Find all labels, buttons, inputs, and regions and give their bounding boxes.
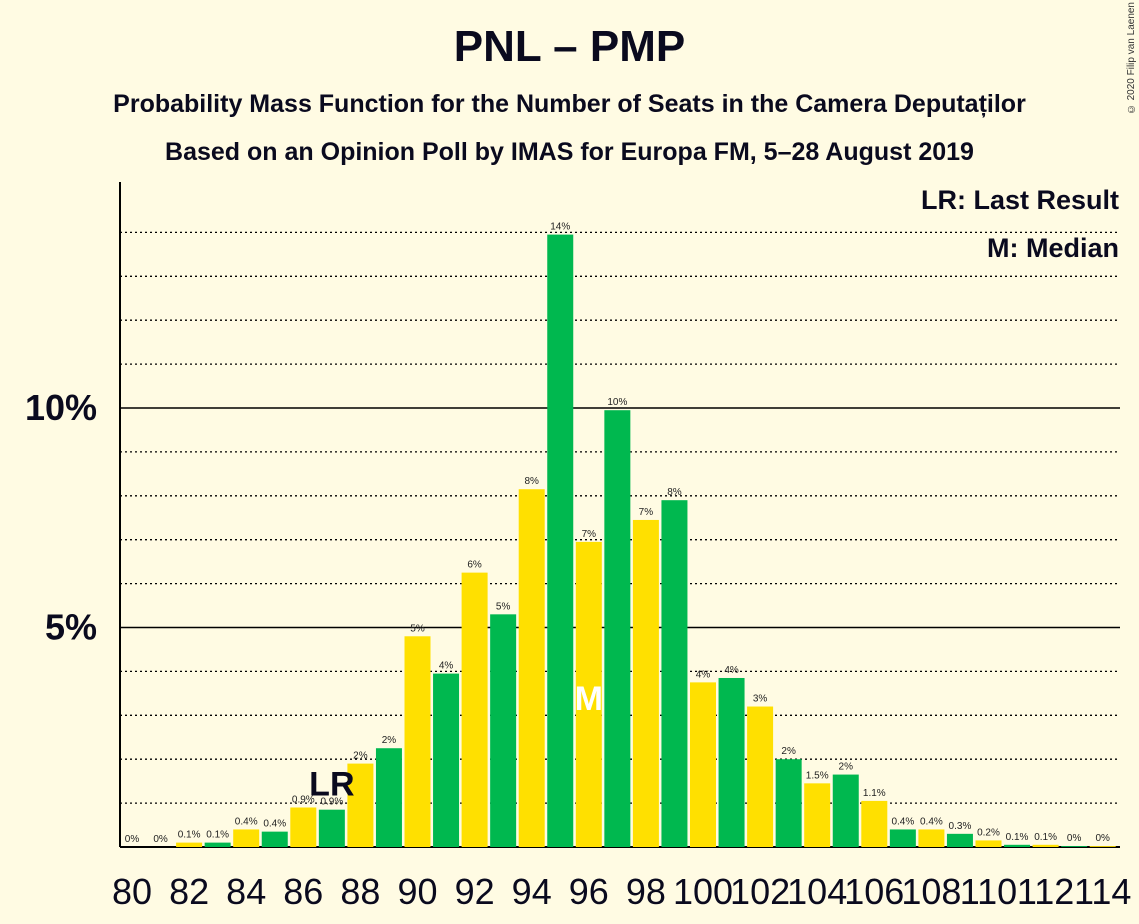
x-tick-label: 94 xyxy=(512,871,552,912)
data-label: 0.4% xyxy=(263,819,286,830)
bar-seat-96 xyxy=(575,541,602,847)
bar-seat-97 xyxy=(604,410,631,847)
data-label: 10% xyxy=(607,397,627,408)
x-tick-label: 108 xyxy=(901,871,961,912)
legend-last-result: LR: Last Result xyxy=(920,185,1119,215)
x-tick-label: 80 xyxy=(112,871,152,912)
data-label: 1.1% xyxy=(863,788,886,799)
x-tick-label: 84 xyxy=(226,871,266,912)
bar-seat-90 xyxy=(404,636,431,847)
bar-seat-88 xyxy=(347,763,374,847)
data-label: 5% xyxy=(496,601,511,612)
bar-seat-94 xyxy=(518,489,545,847)
bar-seat-109 xyxy=(946,833,973,847)
x-tick-label: 106 xyxy=(844,871,904,912)
bar-seat-105 xyxy=(832,774,859,847)
x-tick-label: 86 xyxy=(283,871,323,912)
x-tick-label: 98 xyxy=(626,871,666,912)
data-label: 5% xyxy=(410,623,425,634)
bar-seat-93 xyxy=(490,614,517,847)
data-label: 2% xyxy=(353,751,368,762)
x-tick-label: 110 xyxy=(960,871,1017,912)
data-label: 0.2% xyxy=(977,827,1000,838)
data-label: 14% xyxy=(550,222,570,233)
x-tick-label: 102 xyxy=(730,871,790,912)
bar-seat-89 xyxy=(375,748,402,847)
data-label: 0.4% xyxy=(235,816,258,827)
data-label: 0.3% xyxy=(949,821,972,832)
data-label: 7% xyxy=(639,507,654,518)
x-tick-label: 100 xyxy=(673,871,733,912)
data-label: 1.5% xyxy=(806,770,829,781)
legend-median: M: Median xyxy=(987,233,1119,263)
data-label: 4% xyxy=(439,661,454,672)
data-label: 8% xyxy=(667,487,682,498)
bar-seat-114 xyxy=(1089,846,1116,847)
median-marker: M xyxy=(575,680,603,718)
chart-title: PNL – PMP xyxy=(453,22,686,71)
bar-seat-84 xyxy=(233,829,260,847)
bar-seat-82 xyxy=(176,842,203,847)
data-label: 0% xyxy=(1067,833,1082,844)
x-tick-label: 96 xyxy=(569,871,609,912)
bar-seat-112 xyxy=(1032,844,1059,847)
data-label: 0.9% xyxy=(320,797,343,808)
bar-seat-101 xyxy=(718,677,745,847)
data-label: 2% xyxy=(839,762,854,773)
bar-seat-100 xyxy=(690,682,716,847)
data-label: 4% xyxy=(724,665,739,676)
data-label: 7% xyxy=(582,529,597,540)
bar-seat-85 xyxy=(261,831,288,847)
bar-seat-102 xyxy=(747,706,774,847)
data-label: 6% xyxy=(467,560,482,571)
bar-seat-95 xyxy=(547,234,574,848)
bar-seat-87 xyxy=(318,809,345,847)
x-tick-label: 82 xyxy=(169,871,209,912)
bar-seat-91 xyxy=(433,673,460,847)
data-label: 2% xyxy=(382,735,397,746)
bar-seat-86 xyxy=(290,807,317,847)
bar-seat-92 xyxy=(461,572,488,847)
chart-subtitle: Probability Mass Function for the Number… xyxy=(113,90,1026,118)
bar-seat-106 xyxy=(861,800,888,847)
data-label: 0% xyxy=(1095,833,1110,844)
data-label: 0.9% xyxy=(292,794,315,805)
data-label: 3% xyxy=(753,694,768,705)
bar-seat-104 xyxy=(804,783,831,847)
bar-seat-113 xyxy=(1061,846,1088,847)
bar-seat-110 xyxy=(975,840,1002,847)
x-tick-label: 90 xyxy=(397,871,437,912)
bar-seat-103 xyxy=(775,759,802,847)
x-tick-label: 114 xyxy=(1074,871,1131,912)
x-tick-label: 92 xyxy=(455,871,495,912)
bar-seat-107 xyxy=(889,829,916,847)
data-label: 0.1% xyxy=(1006,832,1029,843)
last-result-marker: LR xyxy=(309,766,354,804)
bar-seat-98 xyxy=(632,519,659,847)
data-label: 0% xyxy=(153,834,168,845)
data-label: 0.1% xyxy=(1034,832,1057,843)
data-label: 0% xyxy=(125,834,140,845)
bar-seat-108 xyxy=(918,829,945,847)
chart-subtitle-source: Based on an Opinion Poll by IMAS for Eur… xyxy=(165,138,974,166)
x-tick-label: 88 xyxy=(340,871,380,912)
x-tick-label: 112 xyxy=(1017,871,1074,912)
x-tick-label: 104 xyxy=(787,871,847,912)
data-label: 2% xyxy=(781,746,796,757)
data-label: 0.1% xyxy=(178,830,201,841)
data-label: 8% xyxy=(524,476,539,487)
data-label: 0.4% xyxy=(920,816,943,827)
bar-seat-111 xyxy=(1004,844,1031,847)
y-tick-label: 10% xyxy=(25,387,97,428)
data-label: 0.4% xyxy=(891,816,914,827)
y-tick-label: 5% xyxy=(45,607,97,648)
data-label: 0.1% xyxy=(206,830,229,841)
data-label: 4% xyxy=(696,669,711,680)
bar-seat-83 xyxy=(204,842,231,847)
bar-seat-99 xyxy=(661,500,688,847)
